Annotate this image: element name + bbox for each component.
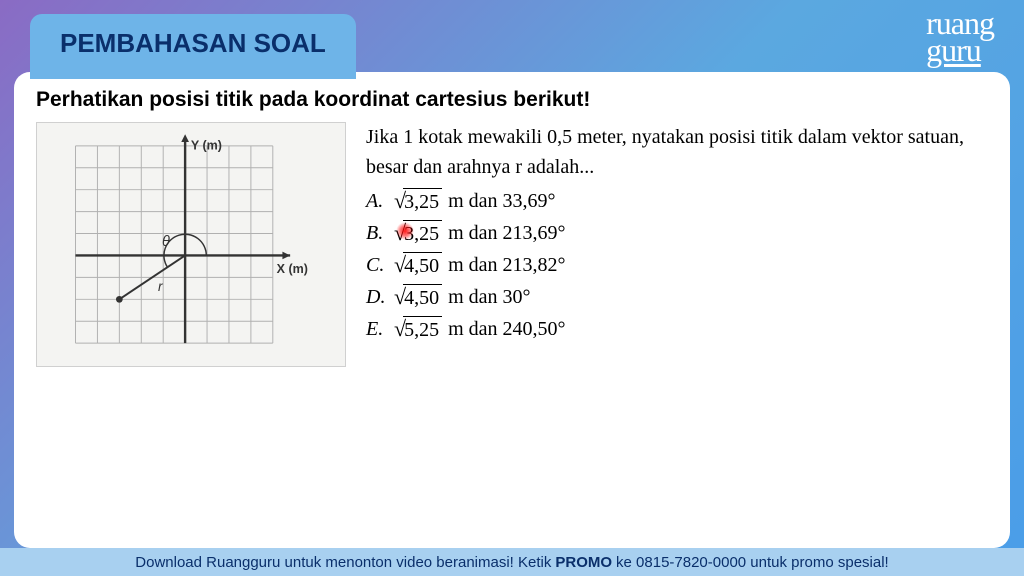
footer-text-bold: PROMO <box>555 554 612 571</box>
svg-text:θ: θ <box>162 234 170 250</box>
svg-text:Y (m): Y (m) <box>191 139 222 153</box>
svg-text:X (m): X (m) <box>277 262 308 276</box>
option-rest: m dan 213,82° <box>448 250 565 280</box>
option-rest: m dan 213,69° <box>448 218 565 248</box>
section-tab: PEMBAHASAN SOAL <box>30 14 356 79</box>
option-row: E.√5,25 m dan 240,50° <box>366 314 988 344</box>
option-letter: B. <box>366 218 394 248</box>
graph-svg: Y (m) X (m) θ r <box>37 123 345 366</box>
option-letter: E. <box>366 314 394 344</box>
svg-text:r: r <box>158 279 163 294</box>
footer-text-post: ke 0815-7820-0000 untuk promo spesial! <box>616 554 889 571</box>
sqrt-expression: √3,25 <box>394 188 442 215</box>
brand-logo: ruang guru <box>926 10 994 64</box>
option-body: √4,50 m dan 213,82° <box>394 250 566 280</box>
question-text: Jika 1 kotak mewakili 0,5 meter, nyataka… <box>366 122 988 182</box>
header: PEMBAHASAN SOAL ruang guru <box>0 0 1024 72</box>
option-rest: m dan 240,50° <box>448 314 565 344</box>
option-body: √5,25 m dan 240,50° <box>394 314 566 344</box>
instruction-text: Perhatikan posisi titik pada koordinat c… <box>36 88 988 112</box>
tab-title: PEMBAHASAN SOAL <box>60 28 326 59</box>
option-body: √4,50 m dan 30° <box>394 282 531 312</box>
cartesian-graph: Y (m) X (m) θ r <box>36 122 346 367</box>
option-row: D.√4,50 m dan 30° <box>366 282 988 312</box>
question-block: Jika 1 kotak mewakili 0,5 meter, nyataka… <box>366 122 988 367</box>
sqrt-expression: √5,25 <box>394 316 442 343</box>
option-row: C.√4,50 m dan 213,82° <box>366 250 988 280</box>
option-letter: A. <box>366 186 394 216</box>
sqrt-expression: √4,50 <box>394 284 442 311</box>
sqrt-expression: √4,50 <box>394 252 442 279</box>
option-row: B.√3,25 m dan 213,69° <box>366 218 988 248</box>
laser-pointer-icon <box>396 222 414 240</box>
radicand-value: 5,25 <box>403 316 442 343</box>
body-row: Y (m) X (m) θ r Jika 1 kotak mewakili 0,5 m… <box>36 122 988 367</box>
radicand-value: 4,50 <box>403 284 442 311</box>
option-rest: m dan 30° <box>448 282 530 312</box>
option-row: A.√3,25 m dan 33,69° <box>366 186 988 216</box>
footer-bar: Download Ruangguru untuk menonton video … <box>0 548 1024 576</box>
option-body: √3,25 m dan 213,69° <box>394 218 566 248</box>
radicand-value: 4,50 <box>403 252 442 279</box>
option-rest: m dan 33,69° <box>448 186 555 216</box>
option-body: √3,25 m dan 33,69° <box>394 186 556 216</box>
option-letter: C. <box>366 250 394 280</box>
content-panel: Perhatikan posisi titik pada koordinat c… <box>14 72 1010 548</box>
radicand-value: 3,25 <box>403 188 442 215</box>
options-list: A.√3,25 m dan 33,69°B.√3,25 m dan 213,69… <box>366 186 988 344</box>
footer-text-pre: Download Ruangguru untuk menonton video … <box>135 554 551 571</box>
logo-text-bottom: guru <box>926 37 994 64</box>
option-letter: D. <box>366 282 394 312</box>
